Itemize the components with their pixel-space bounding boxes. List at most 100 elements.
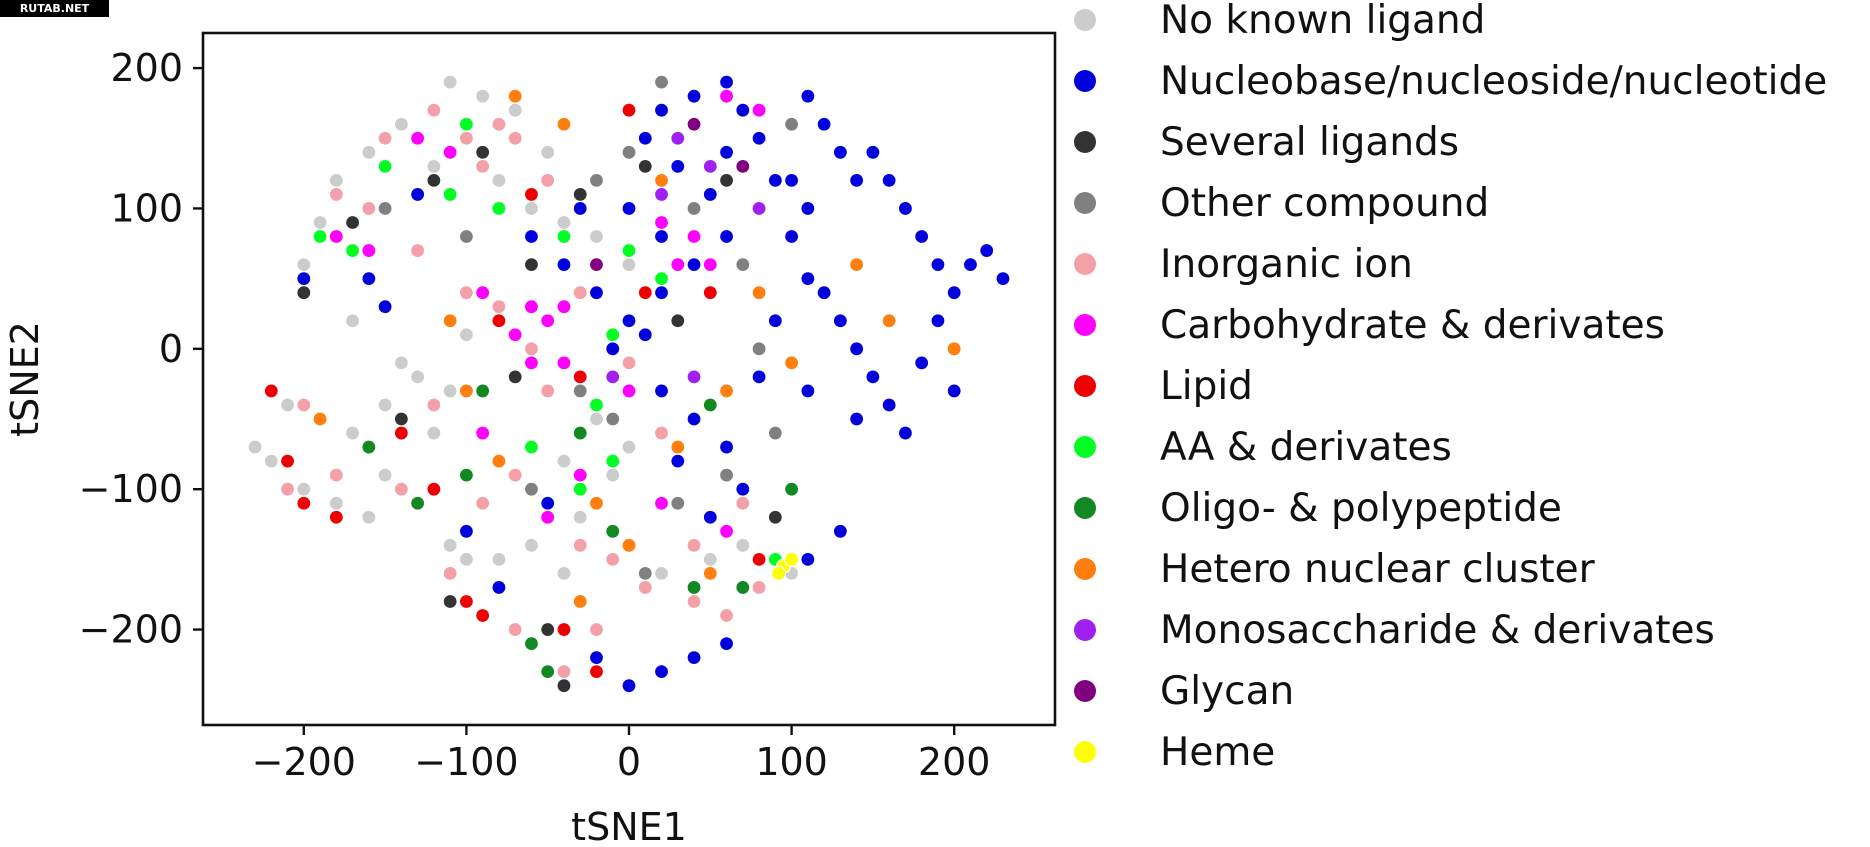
data-point: [783, 228, 800, 245]
data-point: [491, 579, 507, 596]
data-point: [832, 144, 848, 160]
data-point: [751, 285, 767, 301]
data-point: [914, 228, 930, 245]
x-tick-label: 0: [617, 740, 641, 784]
data-point: [410, 130, 426, 146]
data-point: [670, 257, 686, 273]
data-point: [605, 411, 621, 427]
y-tick-label: −100: [79, 467, 183, 511]
data-point: [718, 228, 735, 245]
data-point: [507, 102, 523, 118]
data-point: [393, 355, 409, 371]
data-point: [393, 481, 409, 497]
data-point: [279, 453, 296, 469]
data-point: [426, 425, 442, 441]
data-point: [344, 313, 361, 329]
data-point: [751, 551, 767, 567]
data-point: [621, 144, 637, 160]
data-point: [507, 327, 523, 343]
data-point: [849, 411, 865, 427]
data-point: [670, 158, 686, 174]
data-point: [410, 369, 426, 385]
data-point: [588, 285, 605, 301]
data-point: [328, 228, 344, 245]
legend-marker: [1074, 741, 1096, 763]
data-point: [540, 313, 556, 329]
data-point: [491, 313, 507, 329]
data-point: [621, 537, 637, 553]
legend-label: Hetero nuclear cluster: [1160, 547, 1596, 592]
x-tick-label: 100: [755, 740, 828, 784]
data-point: [556, 664, 572, 680]
data-point: [263, 453, 279, 469]
data-point: [540, 495, 556, 511]
data-point: [653, 495, 670, 511]
data-point: [540, 621, 556, 638]
legend-marker: [1074, 9, 1096, 31]
legend-entry: Inorganic ion: [1074, 242, 1413, 287]
legend-marker: [1074, 253, 1096, 275]
data-point: [507, 369, 523, 385]
data-point: [718, 88, 735, 104]
data-point: [653, 102, 670, 118]
data-point: [328, 172, 344, 188]
data-point: [588, 495, 605, 511]
data-point: [865, 144, 881, 160]
data-point: [523, 200, 540, 217]
data-point: [637, 565, 653, 582]
legend-label: Lipid: [1160, 364, 1253, 409]
data-point: [312, 411, 328, 427]
data-point: [718, 607, 735, 624]
data-point: [361, 439, 377, 455]
data-point: [621, 242, 637, 259]
data-point: [962, 257, 979, 273]
data-point: [702, 509, 718, 525]
y-axis: 200 100 0 −100 −200: [79, 46, 203, 652]
data-point: [572, 186, 588, 203]
data-point: [718, 467, 735, 483]
data-point: [572, 383, 588, 399]
data-point: [442, 593, 458, 610]
data-point: [605, 551, 621, 567]
data-point: [540, 383, 556, 399]
legend-entry: Other compound: [1074, 181, 1489, 226]
data-point: [637, 158, 653, 174]
watermark-badge: RUTAB.NET: [0, 0, 109, 17]
data-point: [523, 257, 540, 273]
data-point: [849, 172, 865, 188]
legend-marker: [1074, 314, 1096, 336]
legend-marker: [1074, 70, 1096, 92]
data-point: [621, 200, 637, 217]
data-point: [491, 200, 507, 217]
data-point: [393, 411, 409, 427]
y-tick-label: 0: [159, 327, 183, 371]
data-point: [735, 537, 751, 553]
data-point: [328, 509, 344, 525]
data-point: [702, 186, 718, 203]
data-point: [458, 228, 475, 245]
data-point: [946, 383, 962, 399]
data-point: [475, 285, 491, 301]
data-point: [296, 481, 312, 497]
data-point: [865, 369, 881, 385]
legend-entry: Several ligands: [1074, 120, 1459, 165]
data-point: [328, 495, 344, 511]
data-point: [458, 383, 475, 399]
data-point: [572, 593, 588, 610]
data-point: [328, 186, 344, 203]
x-tick-label: 200: [918, 740, 991, 784]
data-point: [718, 74, 735, 90]
data-point: [735, 579, 751, 596]
data-point: [751, 200, 767, 217]
data-point: [279, 481, 296, 497]
data-point: [670, 313, 686, 329]
data-point: [783, 551, 800, 567]
data-point: [279, 397, 296, 413]
legend-entry: Heme: [1074, 730, 1275, 775]
y-axis-label: tSNE2: [3, 321, 47, 437]
data-point: [507, 621, 523, 638]
data-point: [686, 369, 702, 385]
legend-entry: No known ligand: [1074, 0, 1485, 43]
legend-marker: [1074, 375, 1096, 397]
data-point: [832, 313, 848, 329]
